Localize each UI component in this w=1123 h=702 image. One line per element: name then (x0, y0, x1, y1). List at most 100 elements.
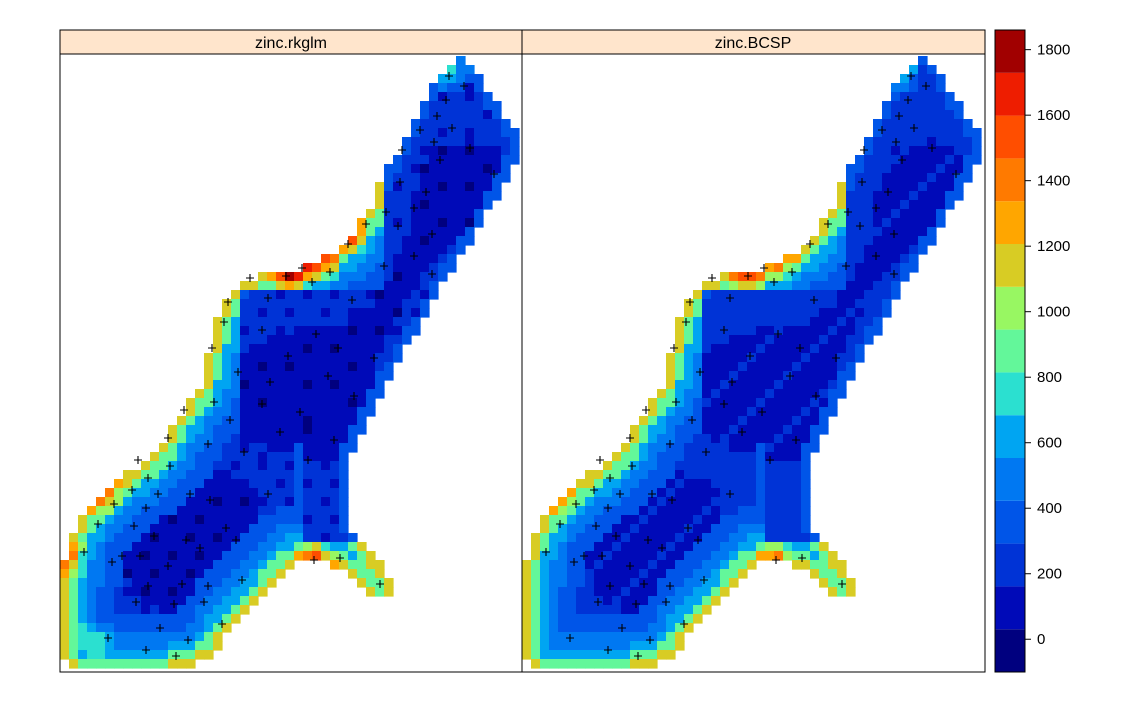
raster-cell (882, 155, 892, 165)
raster-cell (756, 281, 766, 291)
raster-cell (105, 605, 115, 615)
raster-cell (483, 182, 493, 192)
raster-cell (393, 245, 403, 255)
observation-point (910, 124, 918, 132)
raster-cell (474, 128, 484, 138)
raster-cell (411, 164, 421, 174)
raster-cell (321, 479, 331, 489)
raster-cell (774, 344, 784, 354)
raster-cell (348, 398, 358, 408)
raster-cell (420, 263, 430, 273)
raster-cell (276, 317, 286, 327)
raster-cell (276, 344, 286, 354)
raster-cell (429, 164, 439, 174)
raster-cell (474, 173, 484, 183)
raster-cell (132, 641, 142, 651)
raster-cell (366, 407, 376, 417)
raster-cell (321, 272, 331, 282)
raster-cell (177, 650, 187, 660)
zinc-rkglm-map (60, 56, 520, 669)
raster-cell (594, 569, 604, 579)
raster-cell (294, 461, 304, 471)
raster-cell (846, 587, 856, 597)
raster-cell (801, 560, 811, 570)
raster-cell (621, 479, 631, 489)
raster-cell (738, 335, 748, 345)
raster-cell (87, 542, 97, 552)
raster-cell (747, 542, 757, 552)
raster-cell (258, 398, 268, 408)
observation-point (276, 428, 284, 436)
raster-cell (141, 497, 151, 507)
raster-cell (846, 308, 856, 318)
raster-cell (639, 551, 649, 561)
observation-point (226, 416, 234, 424)
observation-point (240, 448, 248, 456)
raster-cell (693, 569, 703, 579)
raster-cell (411, 245, 421, 255)
raster-cell (810, 290, 820, 300)
raster-cell (774, 308, 784, 318)
raster-cell (810, 380, 820, 390)
raster-cell (729, 416, 739, 426)
raster-cell (936, 182, 946, 192)
raster-cell (141, 569, 151, 579)
raster-cell (105, 596, 115, 606)
raster-cell (567, 533, 577, 543)
raster-cell (249, 389, 259, 399)
raster-cell (783, 407, 793, 417)
raster-cell (666, 650, 676, 660)
raster-cell (585, 650, 595, 660)
raster-cell (420, 236, 430, 246)
observation-point (770, 278, 778, 286)
raster-cell (258, 407, 268, 417)
raster-cell (339, 461, 349, 471)
raster-cell (303, 515, 313, 525)
raster-cell (222, 479, 232, 489)
raster-cell (456, 164, 466, 174)
raster-cell (810, 569, 820, 579)
raster-cell (792, 272, 802, 282)
raster-cell (87, 578, 97, 588)
raster-cell (702, 497, 712, 507)
raster-cell (756, 515, 766, 525)
raster-cell (828, 218, 838, 228)
observation-point (772, 556, 780, 564)
raster-cell (474, 74, 484, 84)
raster-cell (186, 506, 196, 516)
raster-cell (882, 164, 892, 174)
raster-cell (675, 623, 685, 633)
raster-cell (222, 470, 232, 480)
raster-cell (375, 263, 385, 273)
raster-cell (576, 524, 586, 534)
raster-cell (96, 623, 106, 633)
raster-cell (501, 173, 511, 183)
raster-cell (630, 623, 640, 633)
raster-cell (567, 506, 577, 516)
raster-cell (186, 488, 196, 498)
raster-cell (729, 308, 739, 318)
raster-cell (801, 506, 811, 516)
raster-cell (828, 578, 838, 588)
observation-point (144, 582, 152, 590)
colorbar-band (995, 244, 1025, 287)
raster-cell (945, 92, 955, 102)
raster-cell (231, 416, 241, 426)
raster-cell (168, 542, 178, 552)
raster-cell (918, 173, 928, 183)
raster-cell (639, 497, 649, 507)
raster-cell (258, 308, 268, 318)
raster-cell (711, 488, 721, 498)
raster-cell (846, 191, 856, 201)
raster-cell (249, 497, 259, 507)
raster-cell (684, 506, 694, 516)
observation-point (310, 556, 318, 564)
raster-cell (810, 407, 820, 417)
raster-cell (693, 353, 703, 363)
raster-cell (693, 371, 703, 381)
raster-cell (819, 425, 829, 435)
raster-cell (213, 398, 223, 408)
raster-cell (438, 83, 448, 93)
raster-cell (465, 227, 475, 237)
raster-cell (276, 308, 286, 318)
